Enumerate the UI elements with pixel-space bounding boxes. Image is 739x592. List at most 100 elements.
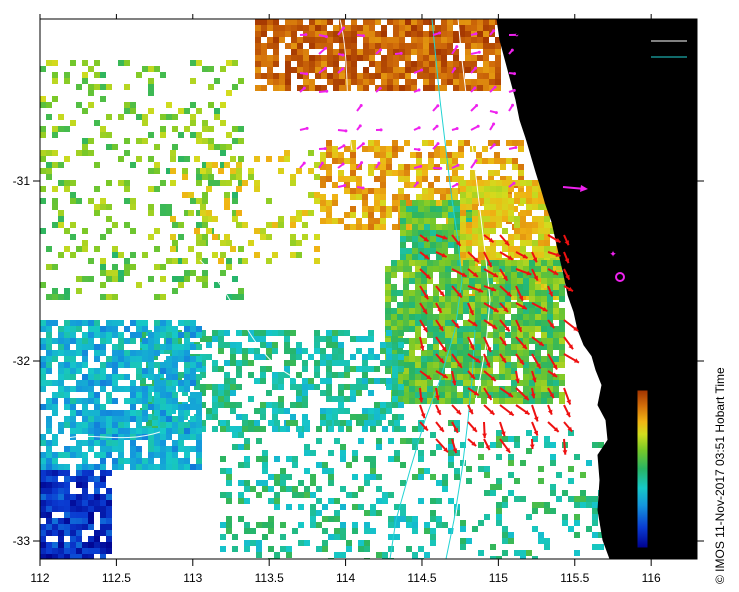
sst-cell	[236, 186, 242, 192]
sst-cell	[520, 556, 526, 559]
sst-cell	[586, 526, 592, 532]
sst-cell	[496, 454, 502, 460]
sst-cell	[517, 380, 523, 386]
sst-cell	[412, 438, 418, 444]
sst-cell	[351, 19, 357, 25]
sst-cell	[290, 378, 296, 384]
sst-cell	[130, 416, 136, 422]
sst-cell	[166, 458, 172, 464]
sst-cell	[574, 532, 580, 538]
hf-vector-arrow	[435, 251, 448, 258]
sst-cell	[463, 398, 469, 404]
sst-cell	[344, 330, 350, 336]
sst-cell	[244, 498, 250, 504]
sst-cell	[70, 234, 76, 240]
sst-cell	[88, 258, 94, 264]
sst-cell	[532, 192, 538, 198]
sst-cell	[523, 368, 529, 374]
sst-cell	[148, 464, 154, 470]
sst-cell	[466, 466, 472, 472]
sst-cell	[441, 85, 447, 91]
sst-cell	[418, 236, 424, 242]
sst-cell	[166, 392, 172, 398]
sst-cell	[130, 204, 136, 210]
sst-cell	[332, 336, 338, 342]
sst-cell	[94, 422, 100, 428]
sst-cell	[206, 336, 212, 342]
sst-cell	[58, 500, 64, 506]
sst-cell	[489, 19, 495, 25]
sst-cell	[505, 332, 511, 338]
sst-cell	[52, 222, 58, 228]
sst-cell	[499, 350, 505, 356]
sst-cell	[52, 470, 58, 476]
sst-cell	[76, 326, 82, 332]
sst-cell	[82, 386, 88, 392]
sst-cell	[280, 522, 286, 528]
sst-cell	[100, 416, 106, 422]
sst-cell	[206, 414, 212, 420]
sst-cell	[345, 61, 351, 67]
sst-cell	[166, 446, 172, 452]
sst-cell	[399, 43, 405, 49]
sst-cell	[242, 414, 248, 420]
sst-cell	[292, 528, 298, 534]
sst-cell	[376, 438, 382, 444]
sst-cell	[70, 530, 76, 536]
sst-cell	[320, 348, 326, 354]
sst-cell	[46, 512, 52, 518]
sst-cell	[393, 79, 399, 85]
sst-cell	[46, 168, 52, 174]
sst-cell	[526, 252, 532, 258]
sst-cell	[112, 144, 118, 150]
sst-cell	[70, 542, 76, 548]
sst-cell	[148, 338, 154, 344]
sst-cell	[544, 240, 550, 246]
sst-cell	[340, 504, 346, 510]
sst-cell	[160, 368, 166, 374]
sst-cell	[344, 146, 350, 152]
gsla-vector-arrow	[508, 146, 518, 150]
sst-cell	[332, 158, 338, 164]
sst-cell	[190, 344, 196, 350]
sst-cell	[76, 84, 82, 90]
sst-cell	[64, 524, 70, 530]
sst-cell	[279, 25, 285, 31]
sst-cell	[190, 398, 196, 404]
sst-cell	[302, 390, 308, 396]
sst-cell	[70, 512, 76, 518]
sst-cell	[58, 294, 64, 300]
sst-cell	[514, 228, 520, 234]
sst-cell	[178, 156, 184, 162]
sst-cell	[429, 79, 435, 85]
sst-cell	[433, 356, 439, 362]
sst-cell	[457, 284, 463, 290]
sst-cell	[460, 180, 466, 186]
sst-cell	[284, 156, 290, 162]
sst-cell	[508, 198, 514, 204]
gsla-vector-arrow	[299, 86, 306, 93]
sst-cell	[490, 442, 496, 448]
sst-cell	[46, 294, 52, 300]
gsla-vector-arrow	[318, 66, 327, 74]
sst-cell	[148, 362, 154, 368]
sst-cell	[236, 360, 242, 366]
sst-cell	[148, 350, 154, 356]
sst-cell	[400, 242, 406, 248]
hf-vector-arrow	[499, 251, 514, 261]
sst-cell	[351, 49, 357, 55]
sst-cell	[404, 194, 410, 200]
sst-cell	[440, 158, 446, 164]
sst-cell	[418, 438, 424, 444]
sst-cell	[400, 462, 406, 468]
sst-cell	[568, 478, 574, 484]
sst-cell	[160, 428, 166, 434]
sst-cell	[350, 336, 356, 342]
sst-cell	[100, 530, 106, 536]
sst-cell	[220, 546, 226, 552]
gsla-vector-arrow	[356, 142, 365, 150]
sst-cell	[136, 138, 142, 144]
sst-cell	[357, 49, 363, 55]
sst-cell	[226, 264, 232, 270]
sst-cell	[82, 506, 88, 512]
